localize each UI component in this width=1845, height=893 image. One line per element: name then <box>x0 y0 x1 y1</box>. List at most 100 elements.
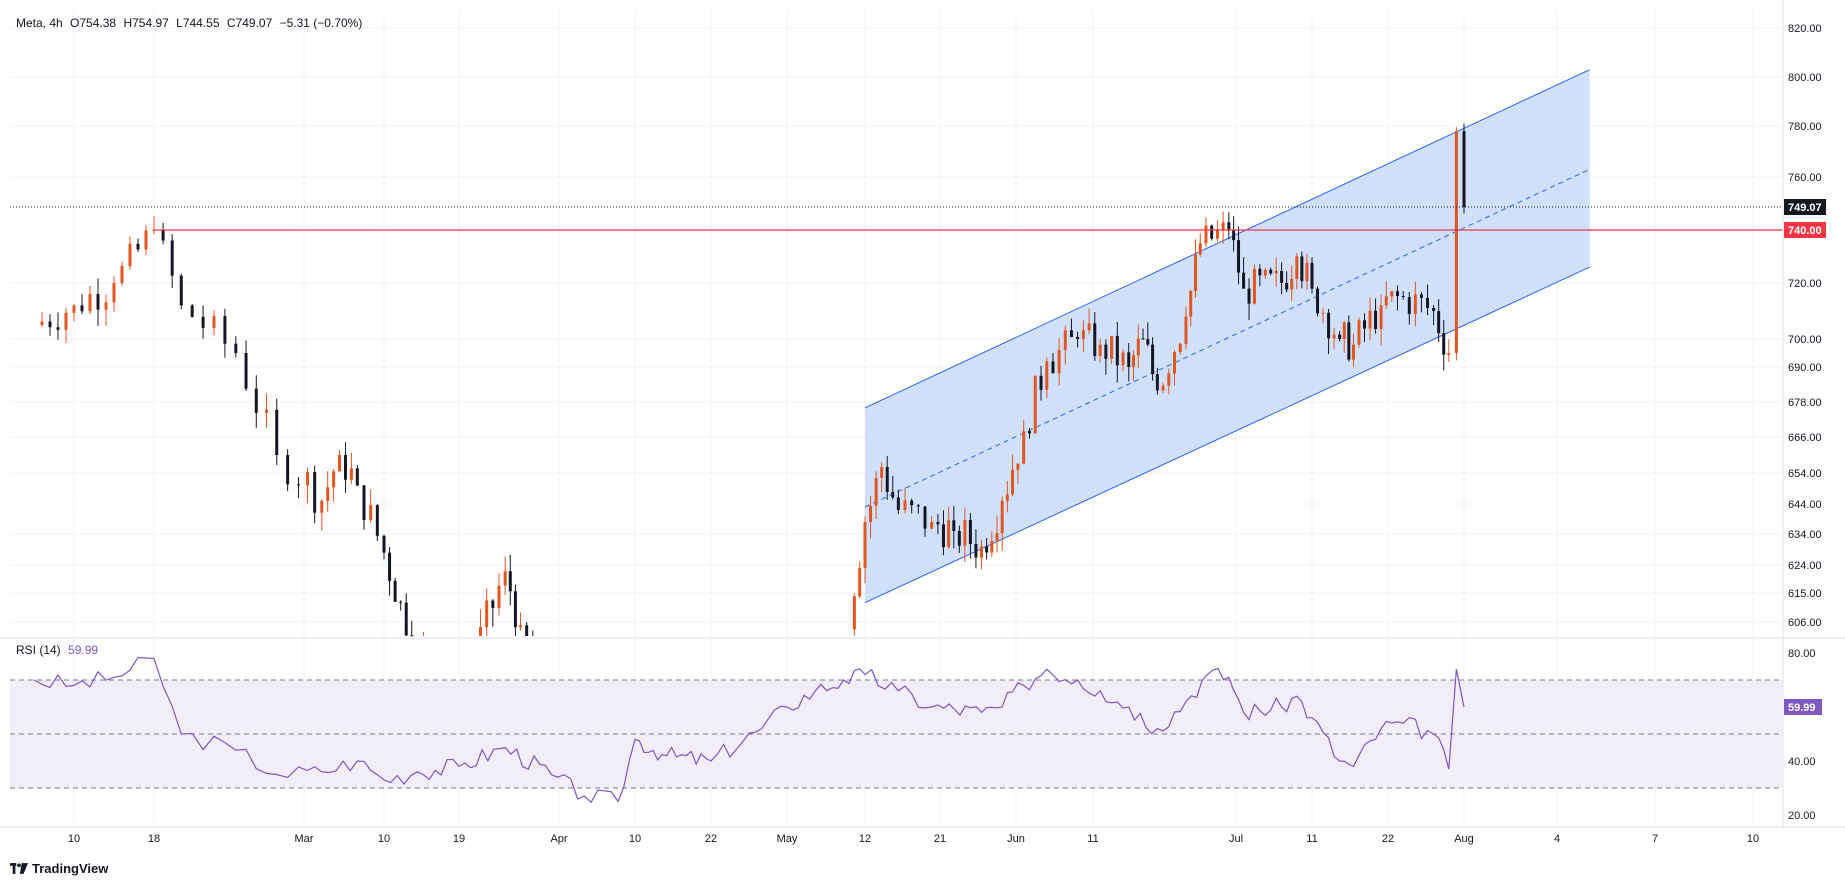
candle-body <box>286 455 290 485</box>
rsi-label[interactable]: RSI (14) <box>16 643 61 657</box>
candle-body <box>1039 375 1043 390</box>
candle-body <box>1300 256 1304 282</box>
candle-body <box>1210 225 1214 239</box>
candle-body <box>1016 463 1020 470</box>
candle-body <box>957 531 961 546</box>
tradingview-logo[interactable]: TradingView <box>10 861 108 876</box>
time-tick-label: 22 <box>1382 833 1394 845</box>
candle-body <box>941 524 945 548</box>
candle-body <box>388 552 392 581</box>
time-tick-label: 7 <box>1652 833 1658 845</box>
candle-body <box>852 596 856 630</box>
low-value: L744.55 <box>176 16 220 30</box>
price-tick-label: 720.00 <box>1788 278 1822 290</box>
candle-body <box>863 522 867 568</box>
candle-body <box>161 230 165 241</box>
candle-body <box>56 327 60 330</box>
candle-body <box>1347 322 1351 360</box>
candle-body <box>1167 373 1171 386</box>
rsi-line <box>33 656 1465 804</box>
symbol-label[interactable]: Meta, 4h <box>16 16 63 30</box>
candle-body <box>947 520 951 548</box>
rsi-tick-label: 40.00 <box>1788 756 1816 768</box>
candle-body <box>1274 270 1278 274</box>
candle-body <box>112 283 116 303</box>
candle-body <box>1161 385 1165 391</box>
candle-body <box>891 491 895 498</box>
candle-body <box>1401 295 1405 297</box>
rsi-header: RSI (14) 59.99 <box>16 643 98 657</box>
candle-body <box>1285 283 1289 290</box>
candle-body <box>1081 330 1085 339</box>
resistance-tag-bg <box>1784 222 1826 238</box>
price-tick-label: 615.00 <box>1788 588 1822 600</box>
candle-body <box>880 467 884 478</box>
resistance-tag: 740.00 <box>1788 225 1822 237</box>
price-tick-label: 820.00 <box>1788 23 1822 35</box>
candle-body <box>1321 312 1325 314</box>
candle-body <box>332 471 336 488</box>
candle-body <box>1141 338 1145 340</box>
time-tick-label: Mar <box>295 833 314 845</box>
candle-body <box>1221 222 1225 231</box>
candle-body <box>1332 334 1336 339</box>
candle-body <box>320 500 324 513</box>
candle-body <box>48 321 52 328</box>
candle-body <box>1093 323 1097 356</box>
last-price-tag-bg <box>1784 199 1826 215</box>
candle-body <box>404 602 408 636</box>
candle-body <box>1005 494 1009 501</box>
candle-body <box>1115 335 1119 366</box>
candle-body <box>503 571 507 586</box>
last-price-tag: 749.07 <box>1788 202 1822 214</box>
candle-body <box>399 601 403 603</box>
candle-body <box>179 275 183 306</box>
candle-body <box>40 321 44 325</box>
candle-body <box>212 316 216 328</box>
candle-body <box>903 500 907 510</box>
candle-body <box>1338 334 1342 339</box>
candle-body <box>1232 230 1236 241</box>
candle-body <box>1368 310 1372 329</box>
time-tick-label: Jul <box>1229 833 1243 845</box>
candle-body <box>1022 431 1026 464</box>
candle-body <box>1000 500 1004 534</box>
candle-body <box>88 294 92 312</box>
candle-body <box>1051 361 1055 374</box>
candle-body <box>1104 344 1108 359</box>
candle-body <box>1269 269 1273 274</box>
candle-body <box>1384 296 1388 306</box>
tradingview-wordmark: TradingView <box>32 861 109 876</box>
candle-body <box>497 585 501 608</box>
candle-body <box>874 477 878 506</box>
candle-body <box>1280 270 1284 283</box>
candle-body <box>513 591 517 628</box>
candle-body <box>1316 288 1320 314</box>
price-tick-label: 678.00 <box>1788 397 1822 409</box>
candles <box>40 123 1466 637</box>
candle-body <box>1295 256 1299 279</box>
candle-body <box>952 520 956 531</box>
candle-body <box>858 567 862 597</box>
time-tick-label: May <box>777 833 798 845</box>
candle-body <box>1379 305 1383 329</box>
channel-fill <box>865 69 1590 603</box>
candle-body <box>1227 222 1231 230</box>
candle-body <box>1413 294 1417 314</box>
candle-body <box>1178 343 1182 352</box>
candle-body <box>1110 335 1114 359</box>
candle-body <box>1045 361 1049 390</box>
candle-body <box>254 388 258 413</box>
candle-body <box>1057 349 1061 374</box>
candle-body <box>1351 344 1355 360</box>
candle-body <box>508 571 512 592</box>
candle-body <box>1258 268 1262 276</box>
candle-body <box>313 472 317 513</box>
price-tick-label: 654.00 <box>1788 468 1822 480</box>
candle-body <box>885 467 889 492</box>
candle-body <box>485 600 489 628</box>
time-tick-label: 4 <box>1554 833 1560 845</box>
time-tick-label: 21 <box>934 833 946 845</box>
